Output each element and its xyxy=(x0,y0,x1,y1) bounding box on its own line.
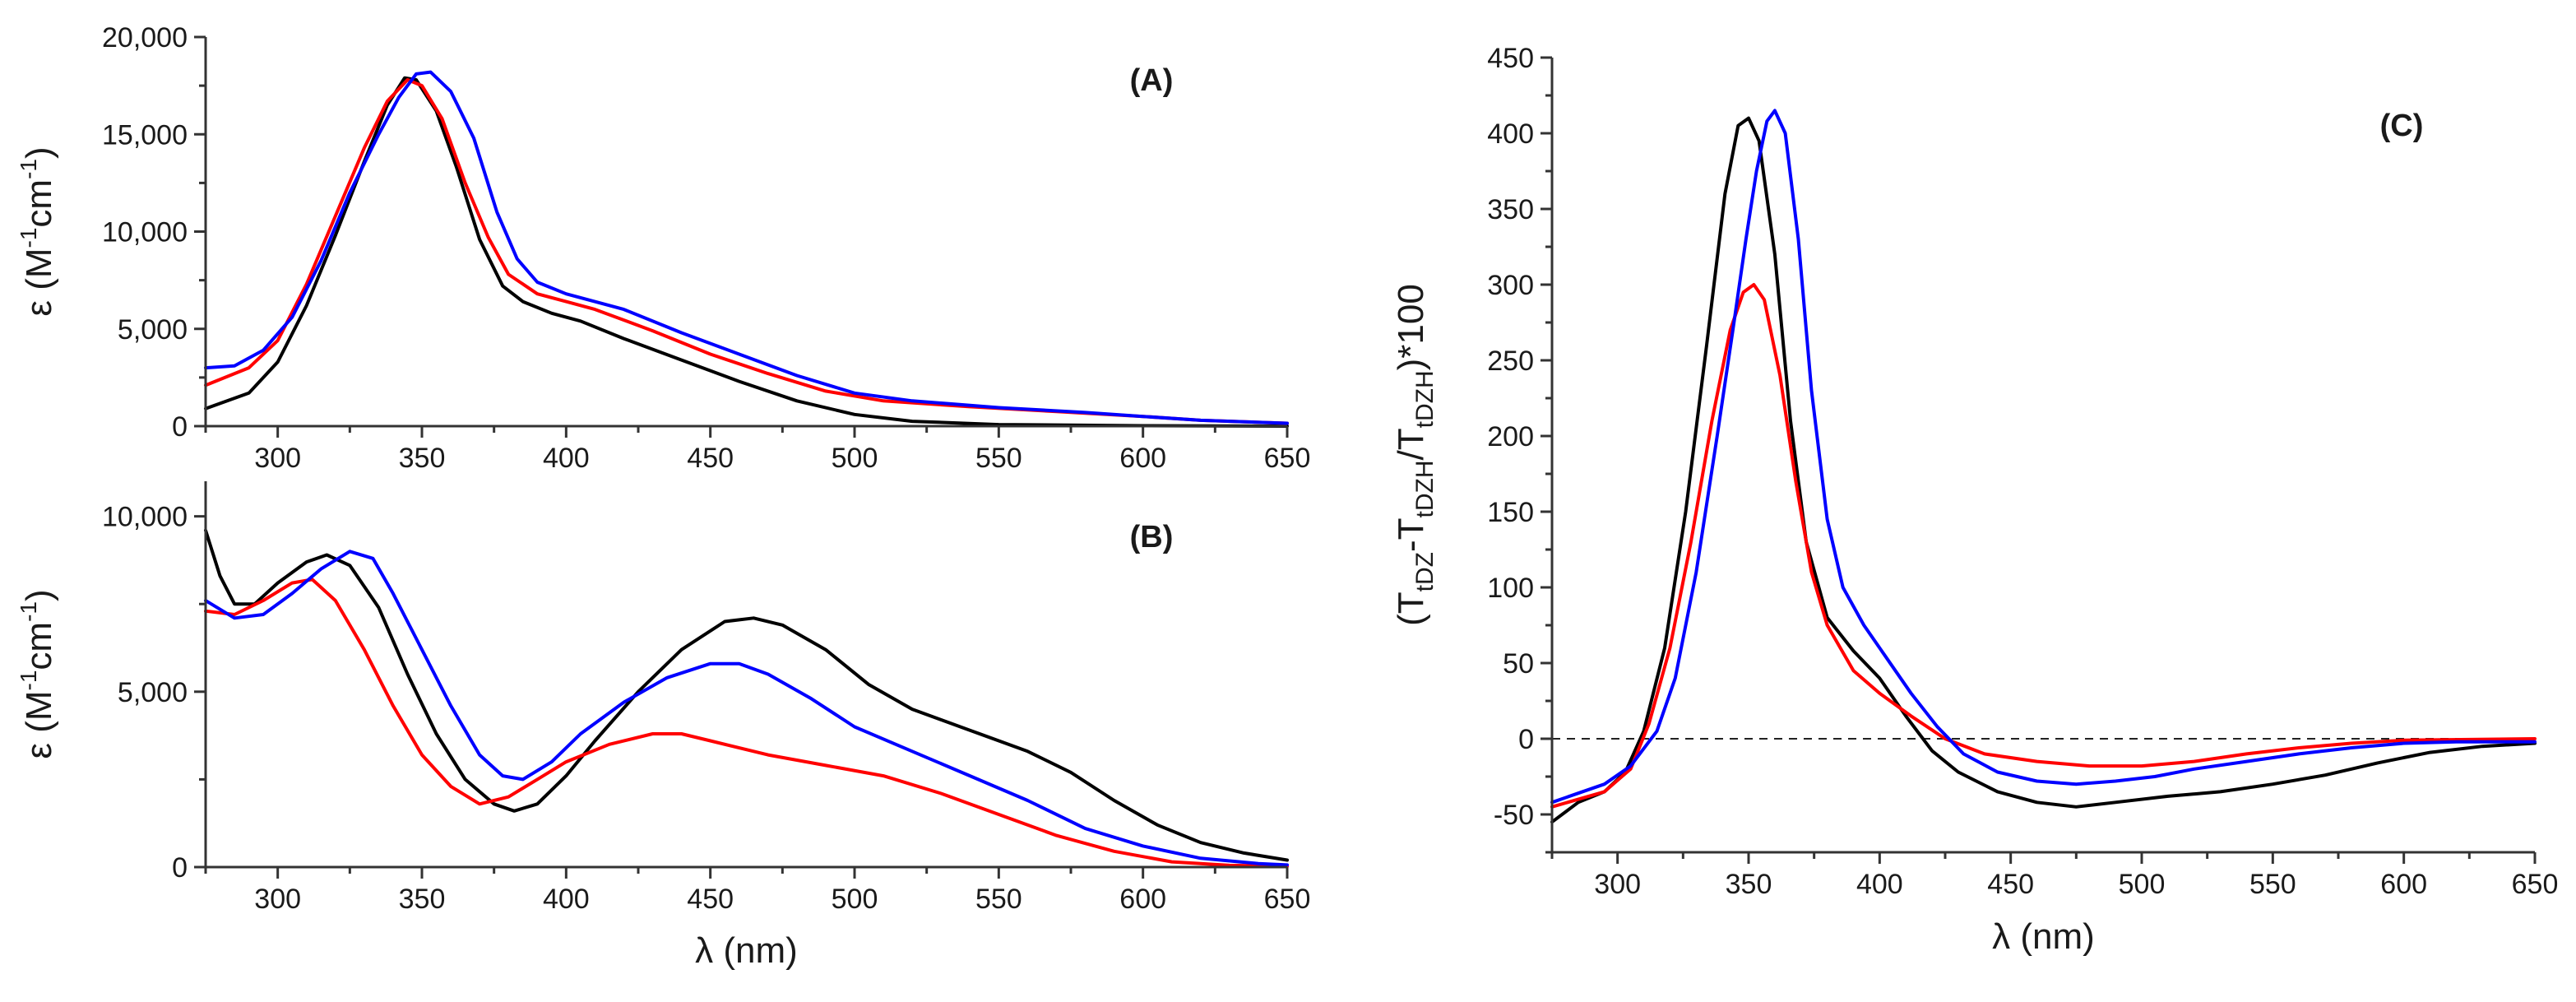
panel-b-x-tick-label: 400 xyxy=(543,884,590,915)
panel-b-x-tick-label: 450 xyxy=(687,884,734,915)
panel-c-y-tick-label: 300 xyxy=(1487,270,1534,301)
panel-c-y-tick-label: 450 xyxy=(1487,43,1534,74)
panel-a-x-tick-label: 600 xyxy=(1119,443,1166,474)
panel-a-x-tick-label: 550 xyxy=(975,443,1022,474)
panel-b-y-tick-label: 5,000 xyxy=(118,677,188,708)
panel-c-y-tick-label: 150 xyxy=(1487,497,1534,528)
panel-a-chart: 300 350 400 450 500 550 600 650 0 5,000 10,000 15,0… xyxy=(16,22,1310,474)
panel-a-x-tick-label: 300 xyxy=(254,443,301,474)
panel-c-y-tick-label: 250 xyxy=(1487,346,1534,377)
panel-a-x-tick-label: 450 xyxy=(687,443,734,474)
panel-c-chart: 300 350 400 450 500 550 600 650 -50 0 50 100 150 200 2… xyxy=(1391,43,2558,957)
panel-c-label: (C) xyxy=(2380,109,2424,143)
panel-c-series-red xyxy=(1550,283,2537,809)
panel-b-series-black xyxy=(204,528,1289,862)
panel-c-x-tick-label: 650 xyxy=(2512,869,2559,900)
panel-b-series-red xyxy=(204,578,1289,869)
panel-b-x-tick-label: 500 xyxy=(832,884,878,915)
panel-b-x-axis-title: λ (nm) xyxy=(695,930,798,971)
panel-a-y-tick-label: 5,000 xyxy=(118,314,188,346)
panel-a-x-tick-label: 500 xyxy=(832,443,878,474)
panel-c-x-tick-label: 600 xyxy=(2380,869,2427,900)
panel-b-y-tick-label: 0 xyxy=(172,852,188,884)
panel-b-x-tick-label: 600 xyxy=(1119,884,1166,915)
panel-b-y-tick-label: 10,000 xyxy=(102,502,188,533)
panel-a-x-tick-label: 350 xyxy=(399,443,446,474)
panel-a-series-red xyxy=(204,78,1289,425)
panel-c-y-tick-label: 400 xyxy=(1487,118,1534,150)
panel-c-x-tick-label: 450 xyxy=(1987,869,2034,900)
panel-c-y-axis-title: (TtDZ-TtDZH/TtDZH)*100 xyxy=(1391,284,1439,626)
panel-c-y-tick-label: -50 xyxy=(1494,800,1534,831)
panel-a-label: (A) xyxy=(1130,63,1174,98)
panel-c-y-tick-label: 200 xyxy=(1487,421,1534,452)
panel-a-y-axis-title: ε (M-1cm-1) xyxy=(16,146,59,316)
panel-b-x-tick-label: 300 xyxy=(254,884,301,915)
panel-c-x-tick-label: 350 xyxy=(1726,869,1772,900)
panel-a-y-tick-label: 0 xyxy=(172,411,188,443)
panel-a-y-tick-label: 20,000 xyxy=(102,22,188,53)
panel-c-x-tick-label: 500 xyxy=(2119,869,2166,900)
panel-c-x-tick-label: 550 xyxy=(2249,869,2296,900)
panel-c-series-blue xyxy=(1550,109,2537,805)
panel-b-x-tick-label: 350 xyxy=(399,884,446,915)
panel-c-x-axis-title: λ (nm) xyxy=(1992,916,2095,957)
panel-b-x-tick-label: 650 xyxy=(1264,884,1311,915)
panel-a-series-blue xyxy=(204,70,1289,425)
panel-a-series-black xyxy=(204,76,1289,428)
panel-a-y-tick-label: 15,000 xyxy=(102,119,188,151)
panel-b-label: (B) xyxy=(1130,520,1174,554)
panel-c-x-tick-label: 400 xyxy=(1856,869,1903,900)
panel-b-chart: 300 350 400 450 500 550 600 650 0 5,000 10,000 (B) ε… xyxy=(16,481,1310,971)
panel-c-series-black xyxy=(1550,116,2537,824)
panel-c-y-tick-label: 350 xyxy=(1487,194,1534,225)
panel-a-x-tick-label: 400 xyxy=(543,443,590,474)
panel-b-x-tick-label: 550 xyxy=(975,884,1022,915)
panel-b-series-blue xyxy=(204,550,1289,867)
panel-c-x-tick-label: 300 xyxy=(1594,869,1641,900)
panel-c-y-tick-label: 100 xyxy=(1487,573,1534,604)
panel-b-y-axis-title: ε (M-1cm-1) xyxy=(16,589,59,758)
panel-c-y-tick-label: 50 xyxy=(1503,648,1534,680)
panel-c-y-tick-label: 0 xyxy=(1518,724,1534,755)
panel-a-x-tick-label: 650 xyxy=(1264,443,1311,474)
panel-a-y-tick-label: 10,000 xyxy=(102,217,188,248)
